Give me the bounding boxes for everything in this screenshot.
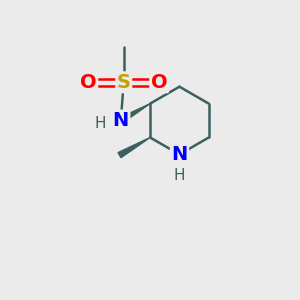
Polygon shape	[119, 103, 150, 123]
Text: N: N	[113, 111, 129, 130]
Text: H: H	[174, 167, 185, 182]
Text: O: O	[80, 73, 97, 92]
Text: S: S	[117, 73, 131, 92]
Polygon shape	[118, 137, 150, 158]
Text: N: N	[171, 145, 188, 164]
Text: O: O	[151, 73, 167, 92]
Text: H: H	[94, 116, 106, 131]
